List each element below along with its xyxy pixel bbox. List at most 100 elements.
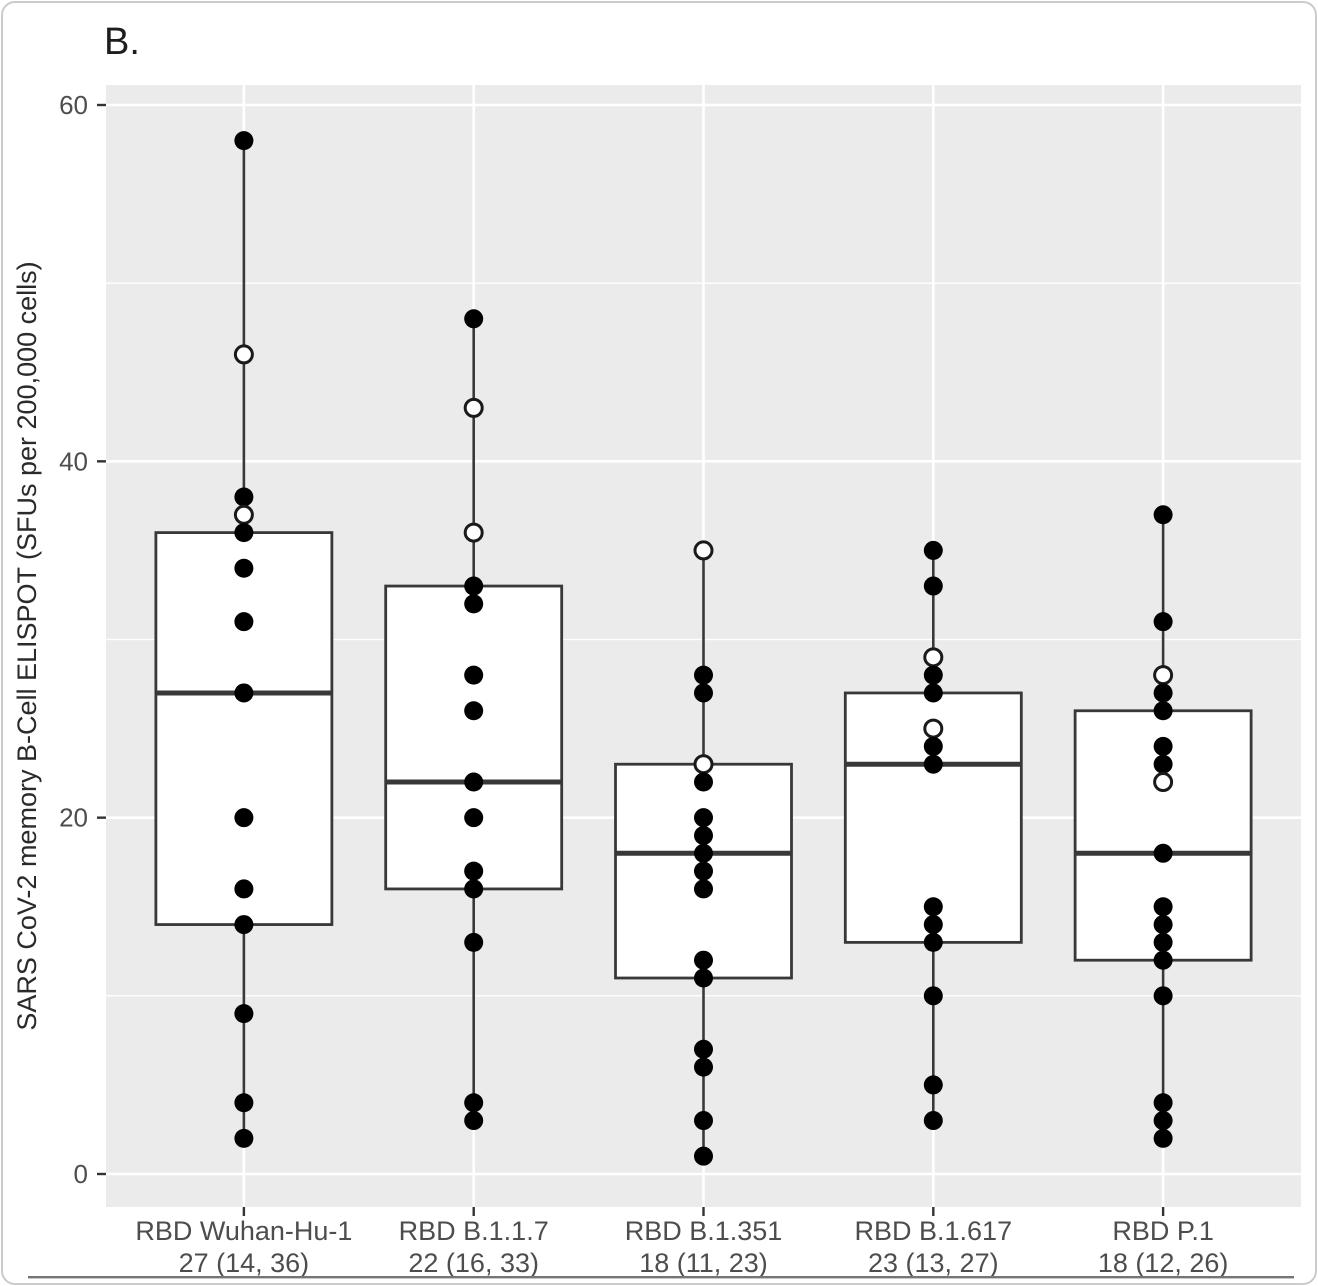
data-point-filled xyxy=(234,612,254,632)
data-point-filled xyxy=(694,683,713,703)
x-category-stat-label: 27 (14, 36) xyxy=(179,1248,310,1278)
data-point-filled xyxy=(923,897,943,917)
data-point-filled xyxy=(1153,897,1173,917)
data-point-filled xyxy=(1153,950,1173,970)
x-category-label: RBD B.1.1.7 xyxy=(399,1216,549,1246)
y-tick-label: 0 xyxy=(74,1159,88,1189)
data-point-filled xyxy=(1153,754,1173,774)
data-point-filled xyxy=(694,968,713,988)
data-point-open xyxy=(233,344,254,365)
data-point-filled xyxy=(234,487,254,507)
data-point-filled xyxy=(1153,701,1173,721)
x-category-label: RBD P.1 xyxy=(1112,1216,1214,1246)
data-point-filled xyxy=(464,1093,484,1113)
data-point-filled xyxy=(1153,505,1173,525)
data-point-filled xyxy=(1153,612,1173,632)
data-point-filled xyxy=(234,808,254,828)
data-point-filled xyxy=(923,736,943,756)
y-axis-title: SARS CoV-2 memory B-Cell ELISPOT (SFUs p… xyxy=(12,261,42,1030)
data-point-filled xyxy=(923,683,943,703)
bottom-separator xyxy=(28,1276,1294,1279)
data-point-filled xyxy=(234,683,254,703)
data-point-filled xyxy=(234,558,254,578)
x-category-stat-label: 23 (13, 27) xyxy=(868,1248,999,1278)
boxplot-group-3 xyxy=(614,540,793,1166)
data-point-filled xyxy=(694,808,713,828)
boxplot-group-1 xyxy=(154,131,334,1148)
y-tick-label: 40 xyxy=(59,446,88,476)
x-category-label: RBD B.1.617 xyxy=(855,1216,1013,1246)
data-point-filled xyxy=(694,772,713,792)
x-category-label: RBD B.1.351 xyxy=(625,1216,783,1246)
data-point-filled xyxy=(1153,915,1173,935)
data-point-open xyxy=(1153,665,1174,686)
x-category-stat-label: 18 (12, 26) xyxy=(1098,1248,1229,1278)
data-point-filled xyxy=(923,932,943,952)
data-point-filled xyxy=(464,665,484,685)
data-point-filled xyxy=(234,1093,254,1113)
data-point-filled xyxy=(694,1111,713,1131)
data-point-filled xyxy=(1153,683,1173,703)
x-category-stat-label: 22 (16, 33) xyxy=(408,1248,539,1278)
data-point-open xyxy=(693,754,714,775)
data-point-filled xyxy=(694,665,713,685)
y-tick-label: 20 xyxy=(59,803,88,833)
data-point-filled xyxy=(464,879,484,899)
data-point-open xyxy=(1153,772,1174,793)
data-point-open xyxy=(233,504,254,525)
data-point-filled xyxy=(1153,932,1173,952)
data-point-filled xyxy=(1153,736,1173,756)
data-point-filled xyxy=(1153,986,1173,1006)
data-point-filled xyxy=(464,309,484,329)
data-point-filled xyxy=(234,915,254,935)
data-point-open xyxy=(923,647,944,668)
data-point-filled xyxy=(694,1039,713,1059)
data-point-filled xyxy=(1153,1093,1173,1113)
data-point-filled xyxy=(234,879,254,899)
data-point-filled xyxy=(694,1057,713,1077)
data-point-open xyxy=(693,540,714,561)
data-point-filled xyxy=(234,131,254,151)
data-point-filled xyxy=(464,932,484,952)
data-point-filled xyxy=(694,843,713,863)
panel-label: B. xyxy=(104,21,140,63)
data-point-open xyxy=(463,397,484,418)
data-point-filled xyxy=(464,576,484,596)
data-point-filled xyxy=(1153,1111,1173,1131)
data-point-filled xyxy=(464,772,484,792)
data-point-filled xyxy=(923,1111,943,1131)
data-point-filled xyxy=(923,576,943,596)
data-point-filled xyxy=(694,879,713,899)
data-point-filled xyxy=(694,861,713,881)
x-category-label: RBD Wuhan-Hu-1 xyxy=(135,1216,352,1246)
data-point-filled xyxy=(923,986,943,1006)
data-point-filled xyxy=(923,915,943,935)
data-point-filled xyxy=(1153,843,1173,863)
data-point-filled xyxy=(464,701,484,721)
data-point-filled xyxy=(923,665,943,685)
x-category-stat-label: 18 (11, 23) xyxy=(639,1248,768,1278)
data-point-filled xyxy=(464,1111,484,1131)
data-point-filled xyxy=(694,1146,713,1166)
data-point-filled xyxy=(923,754,943,774)
data-point-filled xyxy=(464,594,484,614)
iqr-box xyxy=(154,531,334,926)
data-point-filled xyxy=(234,1128,254,1148)
data-point-filled xyxy=(923,1075,943,1095)
iqr-box xyxy=(384,584,564,891)
y-tick-label: 60 xyxy=(59,90,88,120)
data-point-filled xyxy=(234,1004,254,1024)
data-point-filled xyxy=(464,861,484,881)
data-point-filled xyxy=(234,523,254,543)
chart-root: 0 20 40 60 RBD Wuhan-Hu-127 (14, 36) RBD B.1.… xyxy=(28,85,1301,1279)
boxplot-group-2 xyxy=(384,309,564,1131)
boxplot-group-4 xyxy=(843,540,1023,1131)
data-point-filled xyxy=(464,808,484,828)
data-point-filled xyxy=(1153,1128,1173,1148)
data-point-filled xyxy=(694,950,713,970)
data-point-open xyxy=(923,718,944,739)
data-point-filled xyxy=(694,825,713,845)
data-point-open xyxy=(463,522,484,543)
